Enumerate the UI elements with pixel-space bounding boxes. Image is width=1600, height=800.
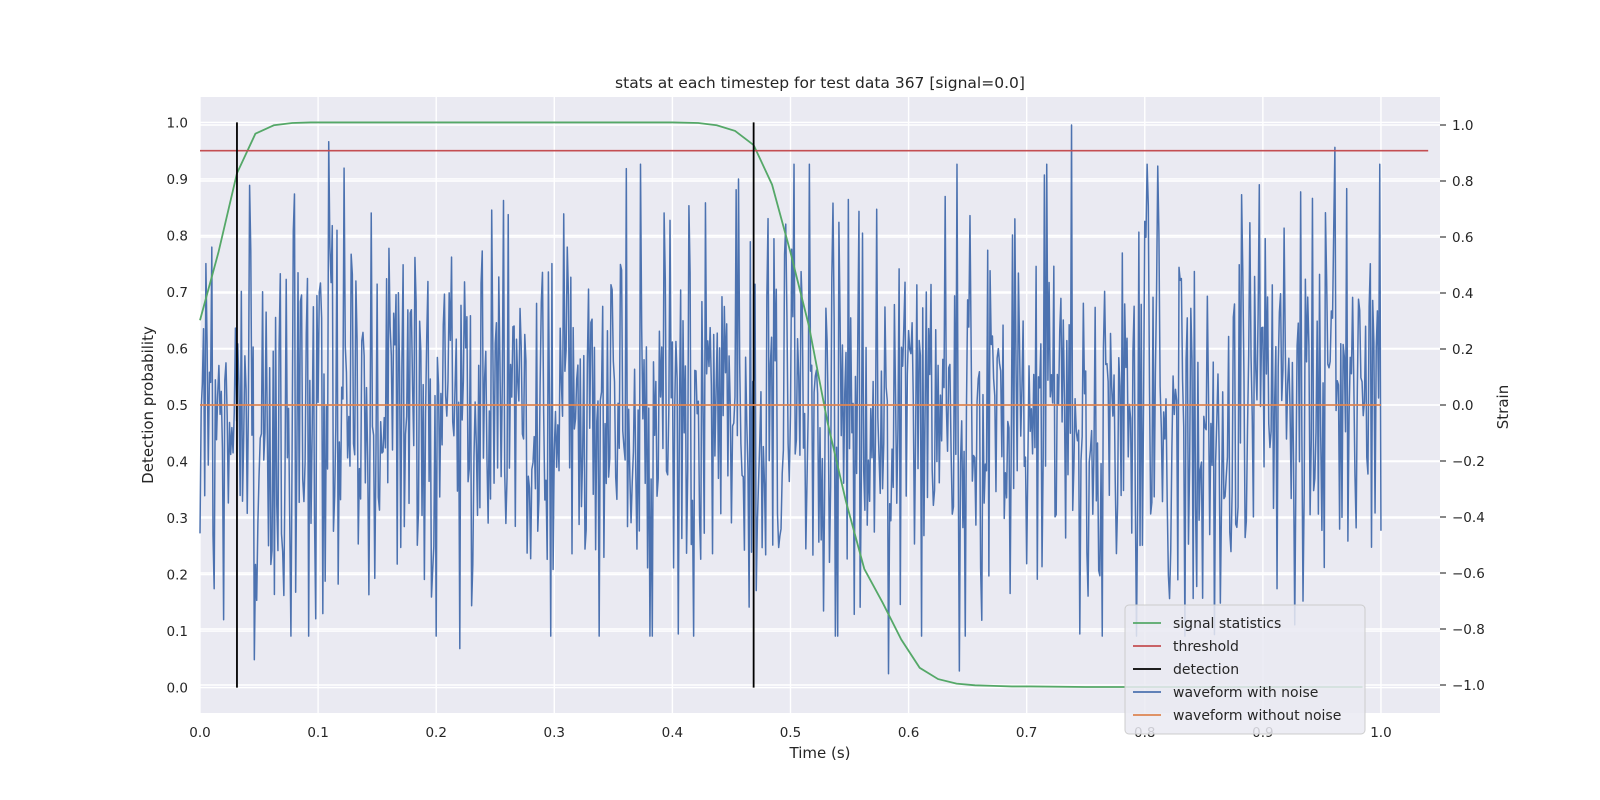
y-right-tick-label: −1.0 [1452, 678, 1485, 694]
y-right-tick-label: −0.6 [1452, 566, 1485, 582]
x-tick-label: 0.7 [1016, 725, 1037, 741]
x-tick-label: 0.0 [189, 725, 210, 741]
x-tick-label: 1.0 [1370, 725, 1391, 741]
x-tick-label: 0.4 [662, 725, 683, 741]
x-tick-label: 0.3 [544, 725, 565, 741]
y-left-tick-label: 1.0 [167, 115, 188, 131]
legend: signal statistics threshold detection wavef… [1124, 604, 1366, 735]
y-right-tick-label: 0.4 [1452, 286, 1473, 302]
y-left-tick-label: 0.6 [167, 341, 188, 357]
y-left-tick-label: 0.5 [167, 398, 188, 414]
y-left-tick-label: 0.7 [167, 285, 188, 301]
y-axis-label-left: Detection probability [139, 326, 157, 484]
y-left-tick-label: 0.3 [167, 511, 188, 527]
y-left-tick-label: 0.9 [167, 172, 188, 188]
chart-title: stats at each timestep for test data 367… [615, 74, 1025, 92]
y-right-tick-label: 0.2 [1452, 342, 1473, 358]
y-left-tick-label: 0.2 [167, 568, 188, 584]
y-right-tick-label: 0.8 [1452, 174, 1473, 190]
series-signal-statistics [199, 121, 1363, 688]
legend-label: waveform without noise [1173, 708, 1341, 724]
x-tick-label: 0.2 [425, 725, 446, 741]
series-waveform-with-noise [199, 124, 1382, 675]
y-left-tick-label: 0.1 [167, 624, 188, 640]
legend-box [1124, 604, 1366, 735]
x-axis-label: Time (s) [789, 744, 851, 762]
y-left-tick-label: 0.0 [167, 681, 188, 697]
y-right-tick-label: 0.0 [1452, 398, 1473, 414]
y-right-tick-label: −0.2 [1452, 454, 1485, 470]
legend-label: waveform with noise [1173, 685, 1318, 701]
legend-label: threshold [1173, 639, 1239, 655]
y-left-tick-label: 0.4 [167, 455, 188, 471]
y-axis-label-right: Strain [1494, 385, 1512, 429]
y-right-tick-label: 1.0 [1452, 118, 1473, 134]
x-tick-label: 0.1 [307, 725, 328, 741]
y-right-tick-label: −0.4 [1452, 510, 1485, 526]
x-tick-label: 0.5 [780, 725, 801, 741]
x-tick-label: 0.6 [898, 725, 919, 741]
y-left-tick-label: 0.8 [167, 228, 188, 244]
legend-label: detection [1173, 662, 1239, 678]
y-right-tick-label: 0.6 [1452, 230, 1473, 246]
ticks: 0.0 0.1 0.2 0.3 0.4 0.5 0.6 0.7 0.8 0.9 1.0 0.0 0.1 0… [167, 115, 1485, 741]
y-right-tick-label: −0.8 [1452, 622, 1485, 638]
series-layer [199, 121, 1429, 688]
legend-label: signal statistics [1173, 616, 1281, 632]
